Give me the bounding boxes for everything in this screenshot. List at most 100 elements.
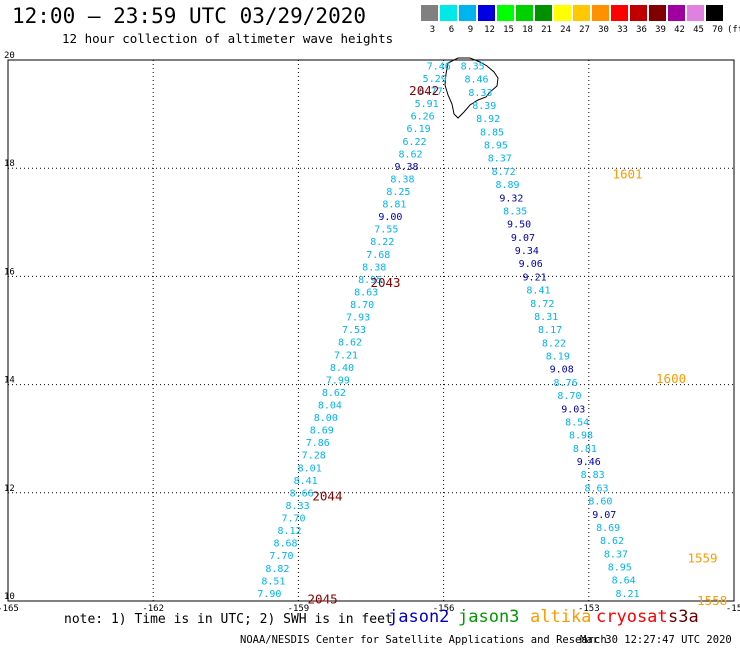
legend-label: 3 [429,25,436,35]
wave-height-value: 7.68 [366,250,390,261]
wave-height-value: 7.46 [427,61,451,72]
wave-height-value: 9.08 [550,365,574,376]
legend-unit: (ft) [727,25,740,35]
pass-id-label: 2044 [312,489,342,504]
legend-label: 33 [617,25,628,35]
x-tick-label: -153 [578,604,600,614]
legend-label: 12 [484,25,495,35]
pass-id-label: 1601 [612,167,642,182]
wave-height-value: 8.62 [322,388,346,399]
wave-height-value: 7.70 [282,514,306,525]
legend-label: 15 [503,25,514,35]
legend-swatch [535,5,552,21]
plot-frame [7,59,735,602]
wave-height-value: 8.62 [600,536,624,547]
satellite-label-jason2: jason2 [388,607,450,627]
wave-height-value: 8.33 [468,88,492,99]
legend-label: 21 [541,25,552,35]
wave-height-value: 8.17 [538,325,562,336]
wave-height-value: 9.34 [515,246,539,257]
legend-swatch [459,5,476,21]
wave-height-value: 8.70 [350,300,374,311]
wave-height-value: 8.69 [596,523,620,534]
legend-swatch [421,5,438,21]
wave-height-value: 7.55 [374,225,398,236]
pass-id-label: 1559 [687,551,717,566]
legend-label: 36 [636,25,647,35]
pass-id-label: 1558 [697,593,727,608]
wave-height-value: 8.41 [294,476,318,487]
wave-height-value: 8.38 [390,174,414,185]
wave-height-value: 9.21 [523,272,547,283]
wave-height-value: 8.92 [476,114,500,125]
wave-height-value: 8.21 [615,589,639,600]
wave-height-value: 8.40 [330,363,354,374]
wave-height-value: 8.66 [290,488,314,499]
legend-label: 39 [655,25,666,35]
y-tick-label: 14 [4,376,15,386]
wave-height-value: 8.63 [584,483,608,494]
legend-swatch [687,5,704,21]
wave-height-value: 7.90 [257,589,281,600]
wave-height-value: 8.85 [480,127,504,138]
wave-height-value: 7.21 [334,350,358,361]
x-tick-label: -165 [0,604,19,614]
wave-height-value: 9.38 [394,162,418,173]
legend-label: 27 [579,25,590,35]
wave-height-value: 9.46 [577,457,601,468]
legend-label: 30 [598,25,609,35]
wave-height-value: 8.98 [569,431,593,442]
wave-height-value: 8.39 [472,101,496,112]
legend-label: 9 [467,25,474,35]
wave-height-value: 8.54 [565,417,589,428]
pass-id-label: 2042 [409,83,439,98]
satellite-label-jason3: jason3 [458,607,520,627]
wave-height-value: 8.81 [573,444,597,455]
y-tick-label: 12 [4,484,15,494]
wave-height-value: 8.35 [503,206,527,217]
wave-height-value: 8.69 [310,426,334,437]
credit-text: NOAA/NESDIS Center for Satellite Applica… [240,634,607,646]
legend-label: 18 [522,25,533,35]
y-tick-label: 16 [4,267,15,277]
x-tick-label: -15 [726,604,740,614]
wave-height-value: 8.41 [526,286,550,297]
wave-height-value: 9.00 [378,212,402,223]
legend-label: 45 [693,25,704,35]
wave-height-value: 8.95 [358,275,382,286]
wave-height-value: 8.00 [314,413,338,424]
wave-height-value: 8.37 [488,154,512,165]
wave-height-value: 8.95 [484,141,508,152]
legend-swatch [440,5,457,21]
wave-height-value: 8.83 [581,470,605,481]
wave-height-value: 7.70 [269,551,293,562]
wave-height-value: 8.19 [546,352,570,363]
satellite-label-s3a: s3a [668,607,699,627]
wave-height-value: 9.07 [592,510,616,521]
wave-height-value: 9.07 [511,233,535,244]
satellite-label-altika: altika [530,607,592,627]
legend-swatch [630,5,647,21]
wave-height-value: 8.62 [338,338,362,349]
footer-note: note: 1) Time is in UTC; 2) SWH is in fe… [64,612,393,627]
wave-height-value: 7.99 [326,375,350,386]
wave-height-value: 6.77 [419,87,443,98]
wave-height-value: 8.04 [318,401,342,412]
legend-swatch [478,5,495,21]
legend-label: 6 [448,25,455,35]
legend-swatch [592,5,609,21]
legend-swatch [573,5,590,21]
wave-height-value: 6.26 [411,112,435,123]
y-tick-label: 20 [4,51,15,61]
wave-height-value: 8.82 [265,564,289,575]
y-tick-label: 18 [4,159,15,169]
wave-height-value: 8.38 [362,262,386,273]
wave-height-value: 8.22 [370,237,394,248]
wave-height-value: 9.03 [561,404,585,415]
wave-height-value: 8.62 [398,149,422,160]
wave-height-value: 5.29 [423,74,447,85]
wave-height-value: 8.70 [557,391,581,402]
big-island-outline [444,57,499,119]
legend-swatch [649,5,666,21]
